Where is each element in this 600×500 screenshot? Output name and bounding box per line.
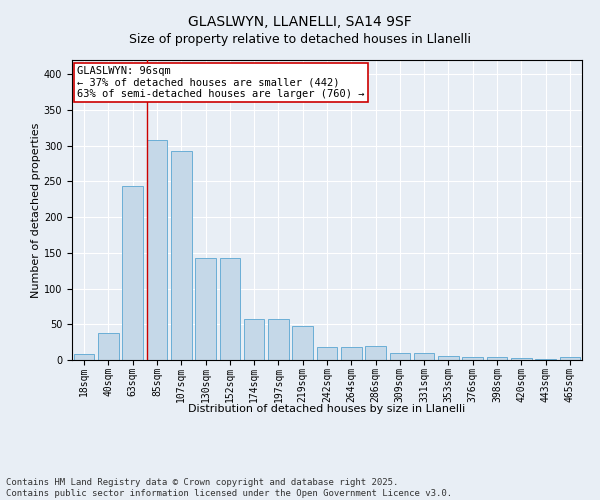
Text: Contains HM Land Registry data © Crown copyright and database right 2025.
Contai: Contains HM Land Registry data © Crown c…	[6, 478, 452, 498]
Bar	[438, 356, 459, 360]
Bar	[414, 353, 434, 360]
Text: GLASLWYN: 96sqm
← 37% of detached houses are smaller (442)
63% of semi-detached : GLASLWYN: 96sqm ← 37% of detached houses…	[77, 66, 365, 99]
Bar	[341, 347, 362, 360]
Y-axis label: Number of detached properties: Number of detached properties	[31, 122, 41, 298]
Bar	[122, 186, 143, 360]
Text: Size of property relative to detached houses in Llanelli: Size of property relative to detached ho…	[129, 32, 471, 46]
Bar	[463, 357, 483, 360]
Bar	[292, 326, 313, 360]
Bar	[317, 347, 337, 360]
Bar	[220, 258, 240, 360]
Bar	[511, 358, 532, 360]
Bar	[244, 320, 265, 360]
Bar	[171, 150, 191, 360]
Bar	[389, 353, 410, 360]
Bar	[74, 354, 94, 360]
Bar	[268, 320, 289, 360]
Bar	[195, 258, 216, 360]
Bar	[365, 346, 386, 360]
Bar	[560, 357, 580, 360]
Text: GLASLWYN, LLANELLI, SA14 9SF: GLASLWYN, LLANELLI, SA14 9SF	[188, 15, 412, 29]
X-axis label: Distribution of detached houses by size in Llanelli: Distribution of detached houses by size …	[188, 404, 466, 414]
Bar	[146, 140, 167, 360]
Bar	[487, 357, 508, 360]
Bar	[98, 333, 119, 360]
